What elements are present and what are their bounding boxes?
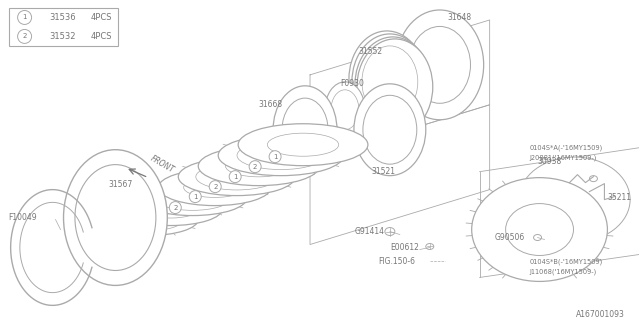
- Text: F10049: F10049: [8, 213, 37, 222]
- Ellipse shape: [198, 147, 319, 186]
- Ellipse shape: [138, 181, 247, 216]
- Ellipse shape: [273, 86, 337, 174]
- Ellipse shape: [506, 204, 573, 255]
- Ellipse shape: [354, 84, 426, 176]
- Ellipse shape: [363, 95, 417, 164]
- Circle shape: [249, 161, 261, 173]
- Ellipse shape: [142, 200, 199, 218]
- Text: J20881('16MY1509-): J20881('16MY1509-): [529, 155, 597, 161]
- Text: E00612: E00612: [390, 243, 419, 252]
- Text: 0104S*B(-'16MY1509): 0104S*B(-'16MY1509): [529, 258, 603, 265]
- Ellipse shape: [238, 124, 368, 166]
- Text: 31536: 31536: [49, 13, 76, 22]
- Text: 0104S*A(-'16MY1509): 0104S*A(-'16MY1509): [529, 144, 603, 151]
- Circle shape: [269, 151, 281, 163]
- Text: J11068('16MY1509-): J11068('16MY1509-): [529, 268, 597, 275]
- Ellipse shape: [352, 34, 428, 130]
- Text: FIG.150-6: FIG.150-6: [378, 257, 415, 266]
- Text: 31532: 31532: [49, 32, 76, 41]
- Text: 31552: 31552: [358, 47, 382, 56]
- Text: G90506: G90506: [495, 233, 525, 242]
- Ellipse shape: [519, 157, 630, 242]
- Text: 4PCS: 4PCS: [91, 32, 112, 41]
- Ellipse shape: [409, 27, 470, 103]
- Ellipse shape: [196, 164, 278, 190]
- Text: 30938: 30938: [538, 157, 562, 166]
- Ellipse shape: [362, 46, 418, 118]
- Text: FRONT: FRONT: [148, 154, 175, 175]
- Text: 35211: 35211: [607, 193, 632, 202]
- Ellipse shape: [355, 37, 431, 133]
- Text: 2: 2: [213, 184, 218, 190]
- Text: 31567: 31567: [108, 180, 132, 189]
- Text: F0930: F0930: [340, 79, 364, 88]
- Bar: [8, 8, 118, 46]
- Ellipse shape: [184, 178, 246, 197]
- Text: 2: 2: [173, 204, 177, 211]
- Ellipse shape: [282, 98, 328, 161]
- Ellipse shape: [63, 150, 167, 285]
- Text: 1: 1: [22, 14, 27, 20]
- Ellipse shape: [158, 169, 271, 205]
- Ellipse shape: [155, 186, 230, 210]
- Ellipse shape: [99, 204, 198, 236]
- Ellipse shape: [118, 192, 223, 226]
- Circle shape: [189, 191, 201, 203]
- Ellipse shape: [331, 90, 359, 130]
- Ellipse shape: [237, 141, 325, 170]
- Circle shape: [170, 202, 181, 213]
- Text: 4PCS: 4PCS: [91, 13, 112, 22]
- Ellipse shape: [325, 82, 365, 138]
- Text: 1: 1: [273, 154, 277, 160]
- Ellipse shape: [75, 164, 156, 270]
- Text: 2: 2: [22, 33, 27, 39]
- Circle shape: [229, 171, 241, 183]
- Text: 1: 1: [193, 194, 198, 200]
- Text: G91414: G91414: [355, 227, 385, 236]
- Ellipse shape: [268, 133, 339, 156]
- Text: 31521: 31521: [372, 167, 396, 176]
- Ellipse shape: [225, 155, 292, 177]
- Text: 31648: 31648: [448, 13, 472, 22]
- Text: A167001093: A167001093: [575, 310, 625, 319]
- Circle shape: [18, 11, 31, 24]
- Text: 31668: 31668: [258, 100, 282, 109]
- Ellipse shape: [218, 135, 344, 176]
- Ellipse shape: [179, 158, 295, 196]
- Text: 1: 1: [233, 174, 237, 180]
- Circle shape: [209, 180, 221, 193]
- Ellipse shape: [349, 31, 425, 127]
- Ellipse shape: [396, 10, 484, 120]
- Ellipse shape: [113, 208, 183, 231]
- Text: 2: 2: [253, 164, 257, 170]
- Ellipse shape: [472, 178, 607, 281]
- Circle shape: [18, 29, 31, 44]
- Ellipse shape: [357, 39, 433, 135]
